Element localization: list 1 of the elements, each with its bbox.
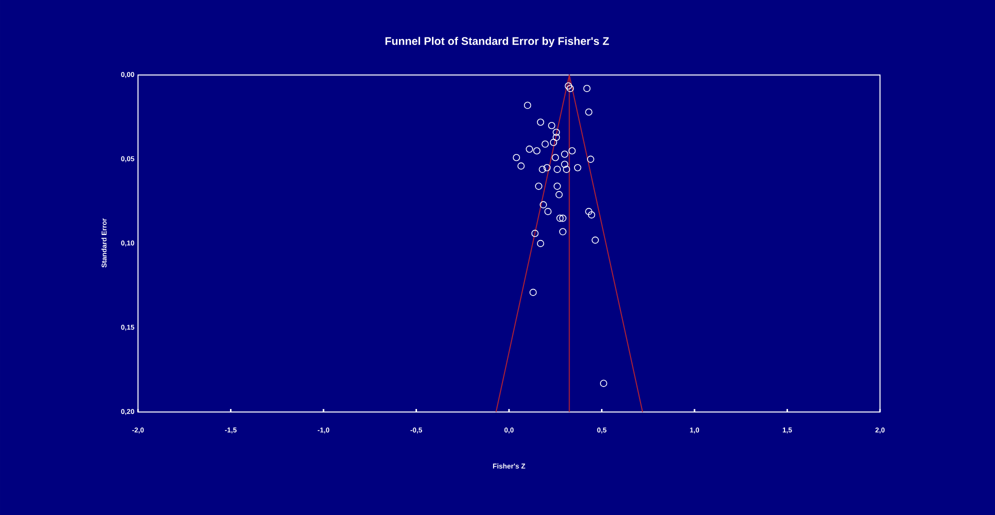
chart-title: Funnel Plot of Standard Error by Fisher's Z	[386, 36, 609, 48]
